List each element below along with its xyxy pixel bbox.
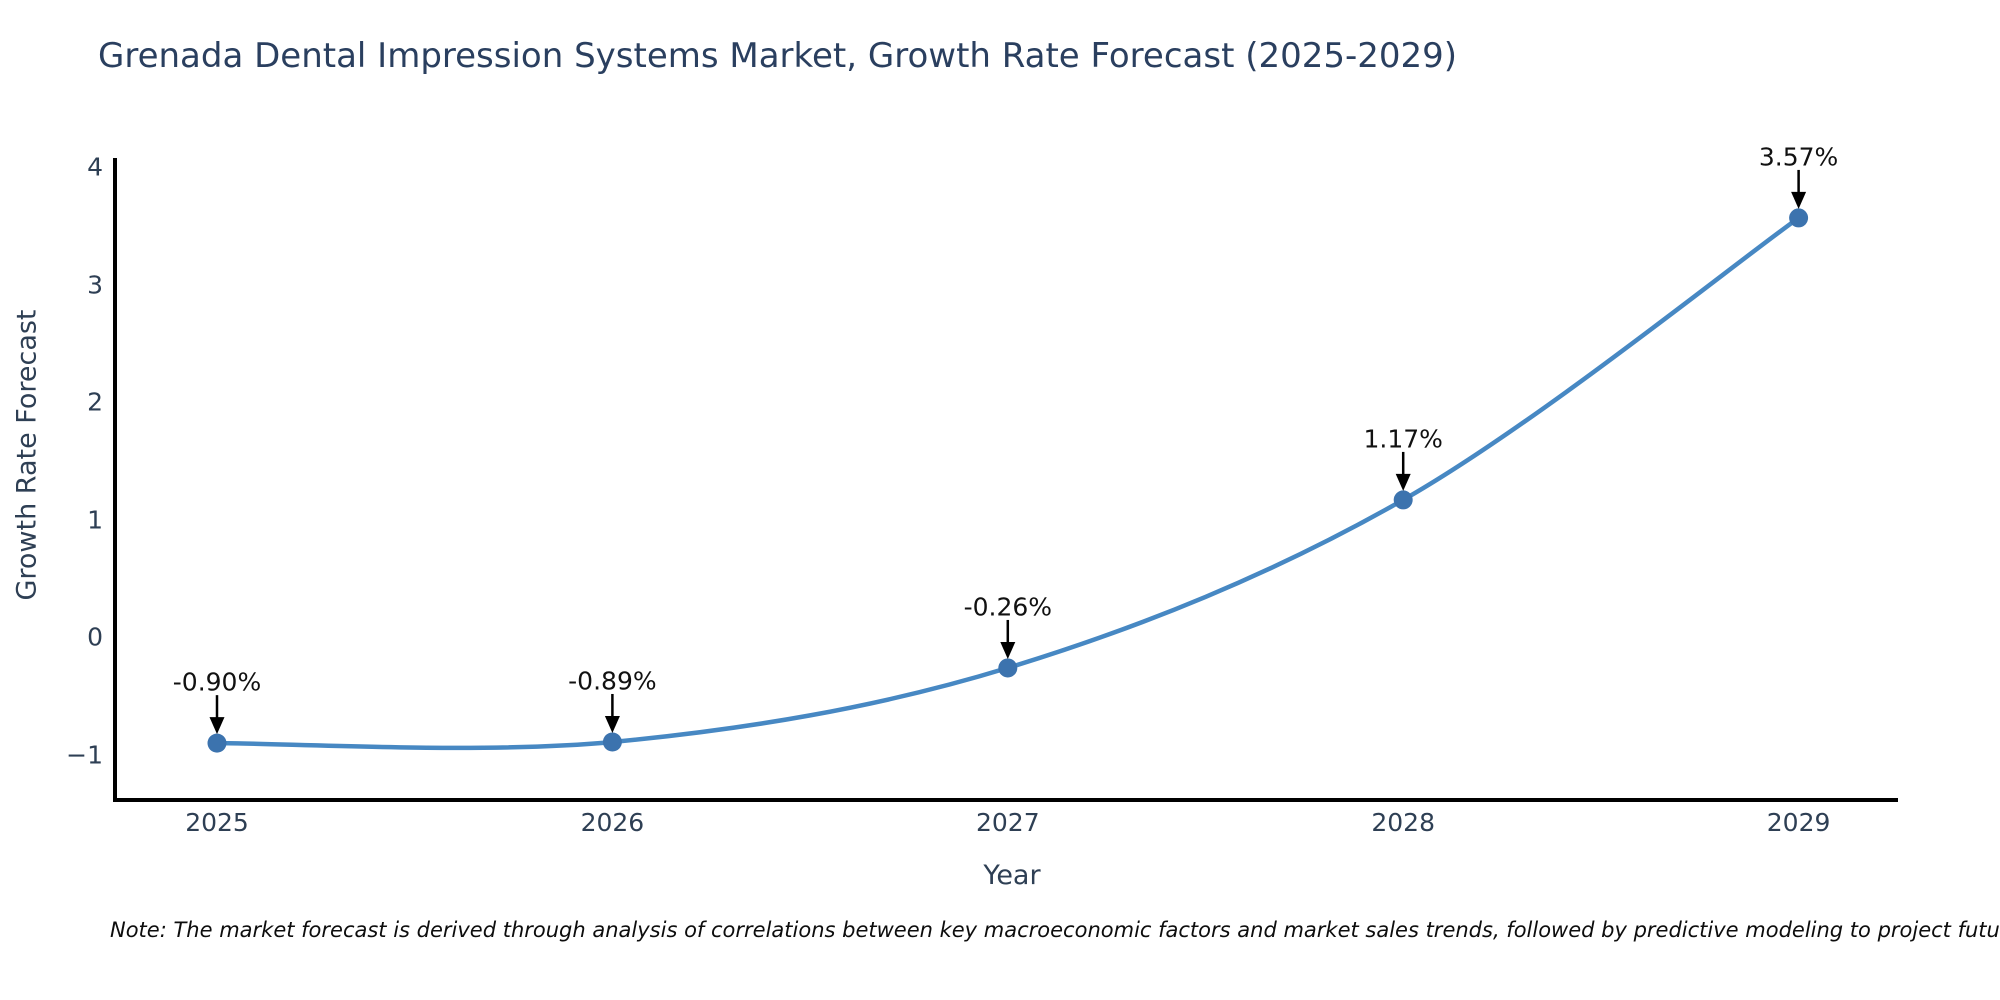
- data-point-2029[interactable]: [1789, 208, 1809, 228]
- annotation-arrowhead-icon: [1395, 473, 1411, 491]
- data-point-2027[interactable]: [998, 658, 1018, 678]
- data-point-2028[interactable]: [1393, 490, 1413, 510]
- annotation-arrowhead-icon: [1000, 641, 1016, 659]
- footnote: Note: The market forecast is derived thr…: [110, 918, 2000, 942]
- y-axis-title: Growth Rate Forecast: [11, 309, 43, 601]
- x-axis-title: Year: [983, 860, 1041, 891]
- annotation-arrowhead-icon: [604, 715, 620, 733]
- data-point-2026[interactable]: [602, 732, 622, 752]
- annotation-arrowhead-icon: [209, 717, 225, 735]
- annotation-arrowhead-icon: [1791, 191, 1807, 209]
- forecast-line: [216, 216, 1800, 751]
- chart-title: Grenada Dental Impression Systems Market…: [98, 36, 1458, 76]
- data-point-2025[interactable]: [207, 733, 227, 753]
